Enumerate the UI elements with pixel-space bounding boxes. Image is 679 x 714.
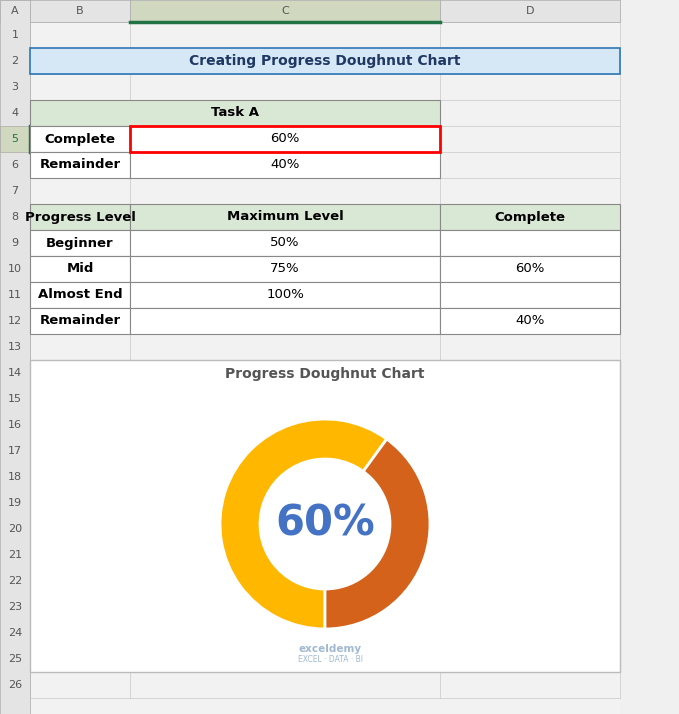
Bar (0, 0, 30, 22)
Text: 26: 26 (8, 680, 22, 690)
Bar (440, 230, 620, 256)
Text: 20: 20 (8, 524, 22, 534)
Text: exceldemy: exceldemy (299, 644, 361, 654)
Text: 60%: 60% (270, 133, 299, 146)
Text: 40%: 40% (270, 159, 299, 171)
Text: 60%: 60% (515, 263, 545, 276)
Text: 14: 14 (8, 368, 22, 378)
Bar (30, 230, 130, 256)
Bar (30, 126, 130, 152)
Text: 15: 15 (8, 394, 22, 404)
Text: 3: 3 (12, 82, 18, 92)
Bar (130, 0, 440, 22)
Bar (30, 204, 130, 230)
Bar (30, 0, 130, 22)
Text: 60%: 60% (275, 503, 375, 545)
Text: 8: 8 (12, 212, 18, 222)
Bar (0, 0, 30, 714)
Text: D: D (526, 6, 534, 16)
Text: 5: 5 (12, 134, 18, 144)
Wedge shape (220, 419, 387, 629)
Text: 24: 24 (8, 628, 22, 638)
Bar (440, 256, 620, 282)
Bar (0, 126, 30, 152)
Text: Remainder: Remainder (39, 314, 121, 328)
Text: A: A (11, 6, 19, 16)
Text: 50%: 50% (270, 236, 299, 249)
Text: 17: 17 (8, 446, 22, 456)
Text: 9: 9 (12, 238, 18, 248)
Text: Maximum Level: Maximum Level (227, 211, 344, 223)
Bar (30, 152, 130, 178)
Text: 6: 6 (12, 160, 18, 170)
Bar (440, 0, 620, 22)
Text: EXCEL · DATA · BI: EXCEL · DATA · BI (297, 655, 363, 663)
Bar (130, 256, 440, 282)
Bar (30, 100, 440, 126)
Text: 23: 23 (8, 602, 22, 612)
Bar (130, 152, 440, 178)
Text: 2: 2 (12, 56, 18, 66)
Bar (130, 308, 440, 334)
Bar (130, 230, 440, 256)
Bar (30, 308, 130, 334)
Text: 22: 22 (8, 576, 22, 586)
Bar (130, 204, 440, 230)
Text: 40%: 40% (515, 314, 545, 328)
Text: 25: 25 (8, 654, 22, 664)
Text: Beginner: Beginner (46, 236, 114, 249)
Text: 19: 19 (8, 498, 22, 508)
Text: Progress Doughnut Chart: Progress Doughnut Chart (225, 367, 425, 381)
Text: 4: 4 (12, 108, 18, 118)
Text: 75%: 75% (270, 263, 300, 276)
Bar (30, 256, 130, 282)
Text: 11: 11 (8, 290, 22, 300)
Bar (30, 360, 620, 672)
Text: Remainder: Remainder (39, 159, 121, 171)
Wedge shape (325, 439, 430, 629)
Text: 10: 10 (8, 264, 22, 274)
Text: 18: 18 (8, 472, 22, 482)
Text: 16: 16 (8, 420, 22, 430)
Text: 7: 7 (12, 186, 18, 196)
Text: 100%: 100% (266, 288, 304, 301)
Bar (30, 282, 130, 308)
Bar (130, 126, 440, 152)
Text: 21: 21 (8, 550, 22, 560)
Text: 12: 12 (8, 316, 22, 326)
Bar (440, 308, 620, 334)
Text: Task A: Task A (211, 106, 259, 119)
Text: C: C (281, 6, 289, 16)
Text: 1: 1 (12, 30, 18, 40)
Text: Progress Level: Progress Level (24, 211, 135, 223)
Text: Creating Progress Doughnut Chart: Creating Progress Doughnut Chart (189, 54, 461, 68)
Bar (30, 48, 620, 74)
Text: Complete: Complete (45, 133, 115, 146)
Text: B: B (76, 6, 84, 16)
Bar (440, 204, 620, 230)
Text: Complete: Complete (494, 211, 566, 223)
Bar (130, 282, 440, 308)
Text: 13: 13 (8, 342, 22, 352)
Bar (440, 282, 620, 308)
Text: Almost End: Almost End (38, 288, 122, 301)
Text: Mid: Mid (67, 263, 94, 276)
